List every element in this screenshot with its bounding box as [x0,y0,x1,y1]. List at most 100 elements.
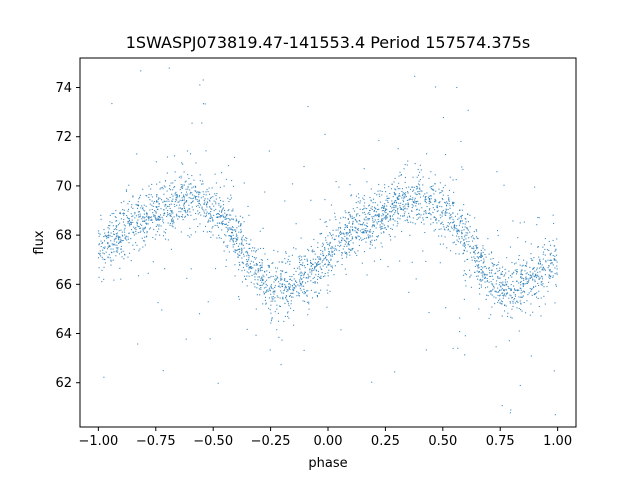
data-point [198,199,200,201]
data-point [381,218,383,220]
data-point [396,225,398,227]
data-point [140,230,142,232]
data-point [206,189,208,191]
data-point [264,253,266,255]
data-point [448,198,450,200]
data-point [345,225,347,227]
data-point [370,236,372,238]
data-point [165,207,167,209]
data-point [212,226,214,228]
data-point [224,212,226,214]
data-point [450,222,452,224]
data-point [314,291,316,293]
data-point [241,242,243,244]
data-point [123,214,125,216]
data-point [511,317,513,319]
data-point [389,205,392,207]
data-point [249,267,251,269]
data-point [394,371,396,373]
data-point [456,233,459,235]
data-point [394,177,396,179]
data-point [315,291,317,293]
data-point [478,267,480,269]
data-point [158,218,160,220]
data-point [205,204,208,206]
data-point [434,229,436,231]
data-point [525,277,527,279]
data-point [340,329,342,331]
data-point [316,296,319,298]
data-point [252,261,254,263]
data-point [331,265,333,267]
data-point [223,242,225,244]
data-point [477,267,479,269]
data-point [187,188,189,190]
data-point [171,211,173,213]
data-point [182,163,184,165]
data-point [166,156,169,158]
data-point [311,273,313,275]
data-point [513,285,515,287]
data-point [415,202,418,204]
data-point [516,289,518,291]
data-point [243,182,245,184]
data-point [344,268,346,270]
data-point [418,213,420,215]
data-point [296,291,298,293]
data-point [357,201,359,203]
data-point [404,207,406,209]
data-point [306,290,308,292]
data-point [394,210,397,212]
data-point [436,210,438,212]
data-point [178,204,181,206]
data-point [429,199,431,201]
data-point [284,287,286,289]
data-point [118,238,120,240]
data-point [326,289,328,291]
data-point [483,274,485,276]
data-point [188,183,190,185]
data-point [519,222,521,224]
data-point [228,218,230,220]
data-point [478,287,480,289]
data-point [282,270,284,272]
data-point [386,217,388,219]
data-point [501,405,503,407]
data-point [521,269,523,271]
data-point [547,259,549,261]
data-point [464,354,466,356]
data-point [467,229,469,231]
data-point [123,258,125,260]
data-point [523,283,525,285]
data-point [386,208,388,210]
data-point [438,220,440,222]
data-point [285,252,287,254]
data-point [447,195,449,197]
data-point [395,193,397,195]
data-point [542,258,544,260]
data-point [260,284,262,286]
data-point [166,215,168,218]
data-point [552,214,554,216]
data-point [383,214,385,216]
data-point [175,199,178,201]
data-point [390,211,392,213]
data-point [182,219,184,221]
data-point [241,270,243,272]
data-point [539,277,541,279]
data-point [210,214,212,216]
data-point [489,275,491,277]
data-point [393,191,395,194]
data-point [548,274,550,276]
data-point [408,215,410,217]
data-point [176,194,178,196]
data-point [378,193,380,195]
data-point [190,197,192,199]
data-point [273,281,275,283]
data-point [293,283,295,285]
data-point [167,212,169,214]
x-tick-label: −0.75 [136,434,176,449]
data-point [131,204,133,206]
data-point [525,273,527,275]
data-point [402,203,404,206]
